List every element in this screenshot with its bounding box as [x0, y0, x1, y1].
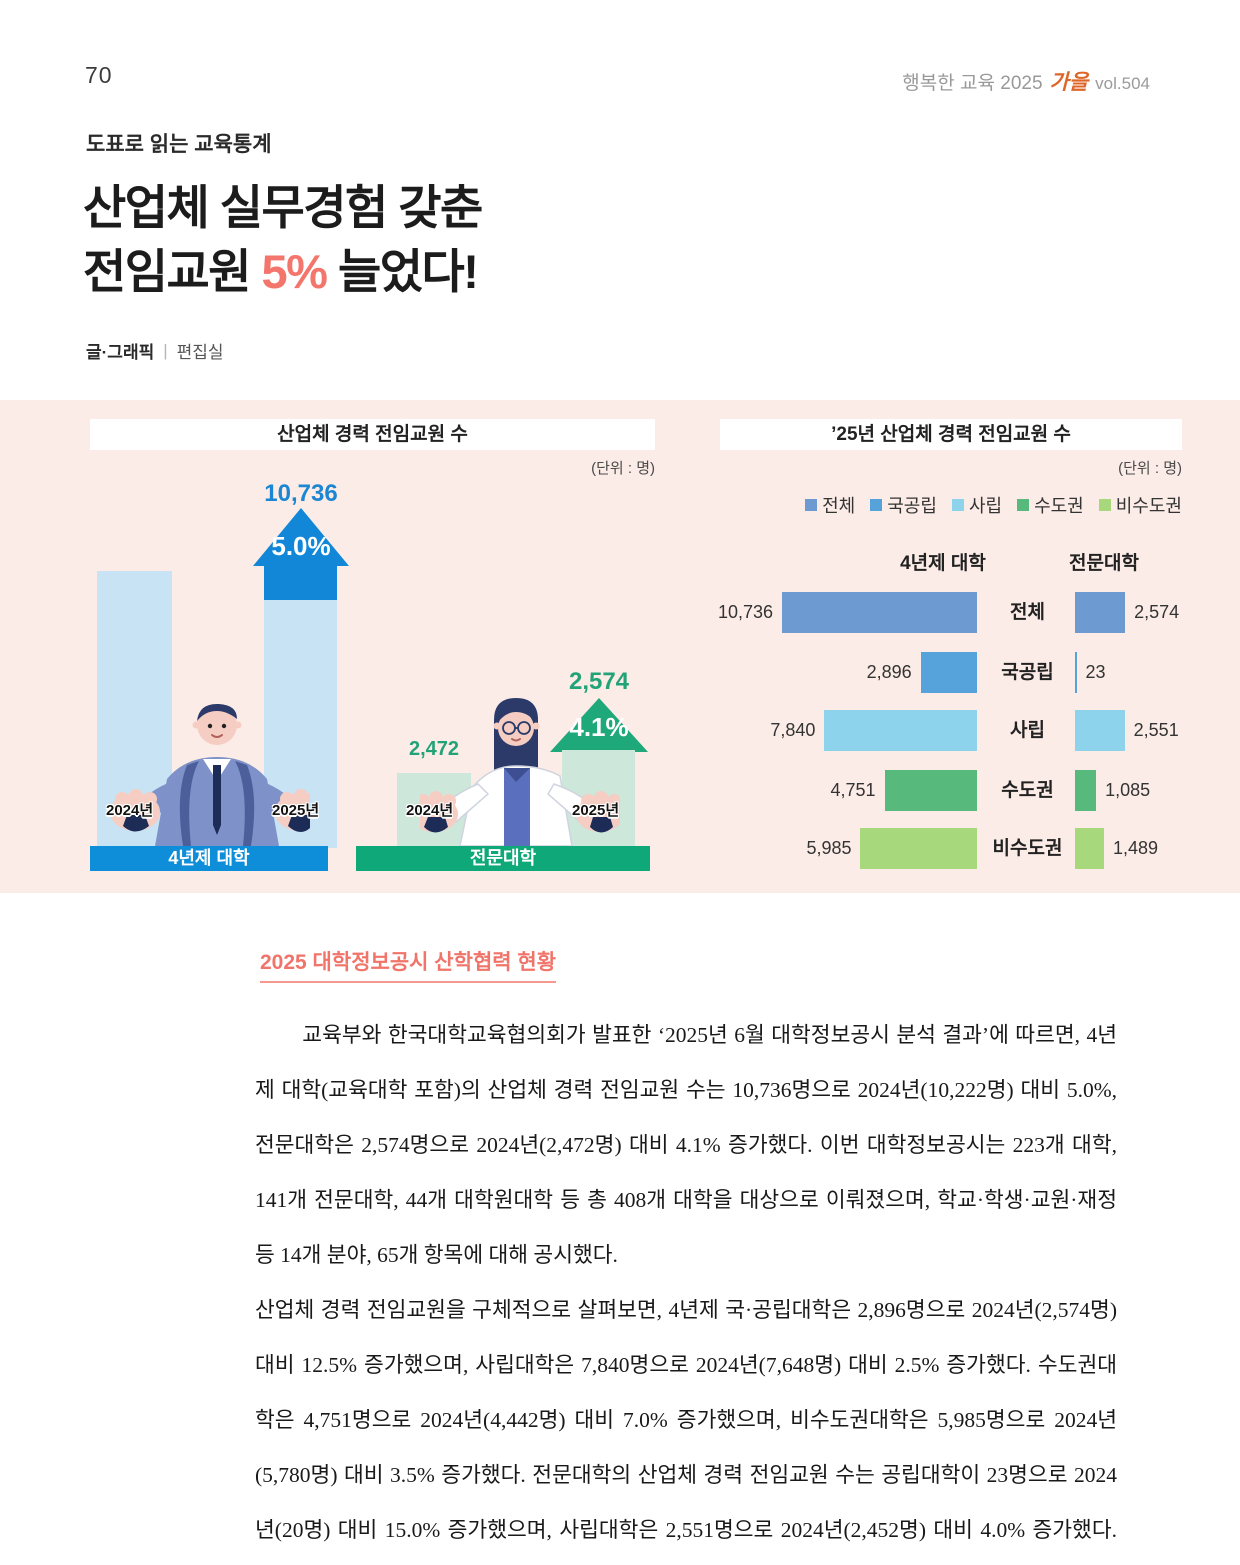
legend: 전체 국공립 사립 수도권 비수도권 [720, 492, 1182, 518]
chart-row: 2,896 국공립 23 [718, 652, 1228, 693]
row-label: 국공립 [1001, 662, 1054, 683]
college-value: 1,489 [1112, 838, 1159, 858]
legend-swatch [1017, 499, 1030, 511]
college-value: 23 [1085, 662, 1106, 682]
legend-label: 전체 [822, 496, 856, 516]
college-2024-value: 2,472 [408, 738, 460, 760]
univ-value: 2,896 [866, 662, 912, 682]
legend-swatch [1098, 499, 1111, 511]
row-label: 비수도권 [992, 838, 1063, 859]
left-fist [420, 791, 458, 833]
article-body: 교육부와 한국대학교육협의회가 발표한 ‘2025년 6월 대학정보공시 분석 … [255, 1008, 1117, 1565]
legend-swatch [951, 499, 964, 511]
right-fist [275, 789, 310, 833]
univ-bar [884, 770, 977, 811]
college-2024-year-label: 2024년 [406, 802, 454, 819]
univ-growth-percent: 5.0% [271, 531, 331, 561]
row-label: 전체 [1010, 602, 1045, 623]
left-chart-unit: (단위 : 명) [591, 460, 655, 477]
article-title: 산업체 실무경험 갖춘 전임교원 5% 늘었다! [83, 176, 483, 304]
univ-value: 5,985 [806, 838, 852, 858]
univ-value: 7,840 [770, 720, 816, 740]
college-growth-arrow-icon [550, 698, 648, 752]
right-chart-title: ’25년 산업체 경력 전임교원 수 [720, 419, 1182, 450]
univ-bar [824, 710, 977, 751]
legend-label: 수도권 [1034, 496, 1084, 516]
univ-bar [920, 652, 977, 693]
businessman-illustration [110, 703, 310, 846]
title-line2-post: 늘었다! [326, 245, 479, 298]
body-paragraph-1: 교육부와 한국대학교육협의회가 발표한 ‘2025년 6월 대학정보공시 분석 … [255, 1023, 1117, 1267]
college-2025-value: 2,574 [568, 668, 630, 695]
college-bar [1075, 592, 1126, 633]
legend-label: 사립 [968, 496, 1003, 516]
legend-swatch [805, 499, 818, 511]
univ-bar [782, 592, 977, 633]
body-paragraph-2: 산업체 경력 전임교원을 구체적으로 살펴보면, 4년제 국·공립대학은 2,8… [255, 1298, 1117, 1542]
title-line1: 산업체 실무경험 갖춘 [83, 181, 483, 234]
univ-bar [860, 828, 977, 869]
chart-row: 10,736 전체 2,574 [718, 592, 1228, 633]
magazine-volume: vol.504 [1095, 74, 1150, 93]
college-value: 2,574 [1134, 602, 1180, 622]
college-bar [1075, 652, 1077, 693]
left-chart-title: 산업체 경력 전임교원 수 [90, 419, 655, 450]
byline-label: 글·그래픽 [86, 343, 155, 362]
left-fist [110, 789, 160, 832]
univ-2025-year-label: 2025년 [272, 802, 320, 819]
univ-2024-year-label: 2024년 [106, 802, 154, 819]
magazine-season: 가을 [1049, 71, 1089, 94]
chart-row: 5,985 비수도권 1,489 [718, 828, 1228, 869]
college-value: 1,085 [1105, 780, 1151, 800]
column-header-univ: 4년제 대학 [900, 553, 986, 574]
legend-label: 국공립 [887, 496, 937, 516]
legend-item: 국공립 [870, 492, 937, 518]
article-kicker: 도표로 읽는 교육통계 [86, 133, 272, 156]
college-banner: 전문대학 [356, 846, 650, 871]
univ-growth-arrow-icon [253, 508, 349, 566]
column-header-college: 전문대학 [1069, 553, 1139, 574]
byline-divider: | [163, 340, 168, 360]
legend-item: 비수도권 [1098, 492, 1182, 518]
college-value: 2,551 [1133, 720, 1179, 740]
legend-label: 비수도권 [1115, 496, 1182, 516]
univ-2025-bar-head [264, 565, 337, 601]
college-2025-year-label: 2025년 [572, 802, 620, 819]
infographic-band: 산업체 경력 전임교원 수 (단위 : 명) 10,222 10,736 5.0… [0, 400, 1240, 893]
legend-item: 수도권 [1017, 492, 1084, 518]
right-fist [576, 791, 620, 833]
college-bar [1075, 828, 1104, 869]
scientist-illustration [420, 698, 620, 846]
byline-value: 편집실 [176, 343, 224, 362]
row-label: 사립 [1010, 720, 1045, 741]
college-growth-percent: 4.1% [569, 712, 629, 742]
row-label: 수도권 [1001, 780, 1054, 801]
chart-row: 4,751 수도권 1,085 [718, 770, 1228, 811]
section-heading: 2025 대학정보공시 산학협력 현황 [260, 946, 557, 983]
right-chart-unit: (단위 : 명) [1118, 460, 1182, 477]
title-line2-pre: 전임교원 [83, 245, 262, 298]
univ-banner: 4년제 대학 [90, 846, 328, 871]
byline: 글·그래픽 | 편집실 [86, 338, 224, 363]
magazine-masthead: 행복한 교육 2025 가을 vol.504 [902, 66, 1150, 96]
magazine-name: 행복한 교육 2025 [902, 73, 1043, 94]
univ-value: 10,736 [718, 602, 774, 622]
chart-row: 7,840 사립 2,551 [718, 710, 1228, 751]
legend-swatch [870, 499, 883, 511]
legend-item: 사립 [951, 492, 1003, 518]
univ-2025-value: 10,736 [264, 480, 338, 507]
college-bar [1075, 770, 1097, 811]
college-bar [1075, 710, 1125, 751]
title-accent: 5% [261, 245, 328, 298]
legend-item: 전체 [805, 492, 855, 518]
page-number: 70 [85, 62, 113, 88]
univ-value: 4,751 [830, 780, 876, 800]
